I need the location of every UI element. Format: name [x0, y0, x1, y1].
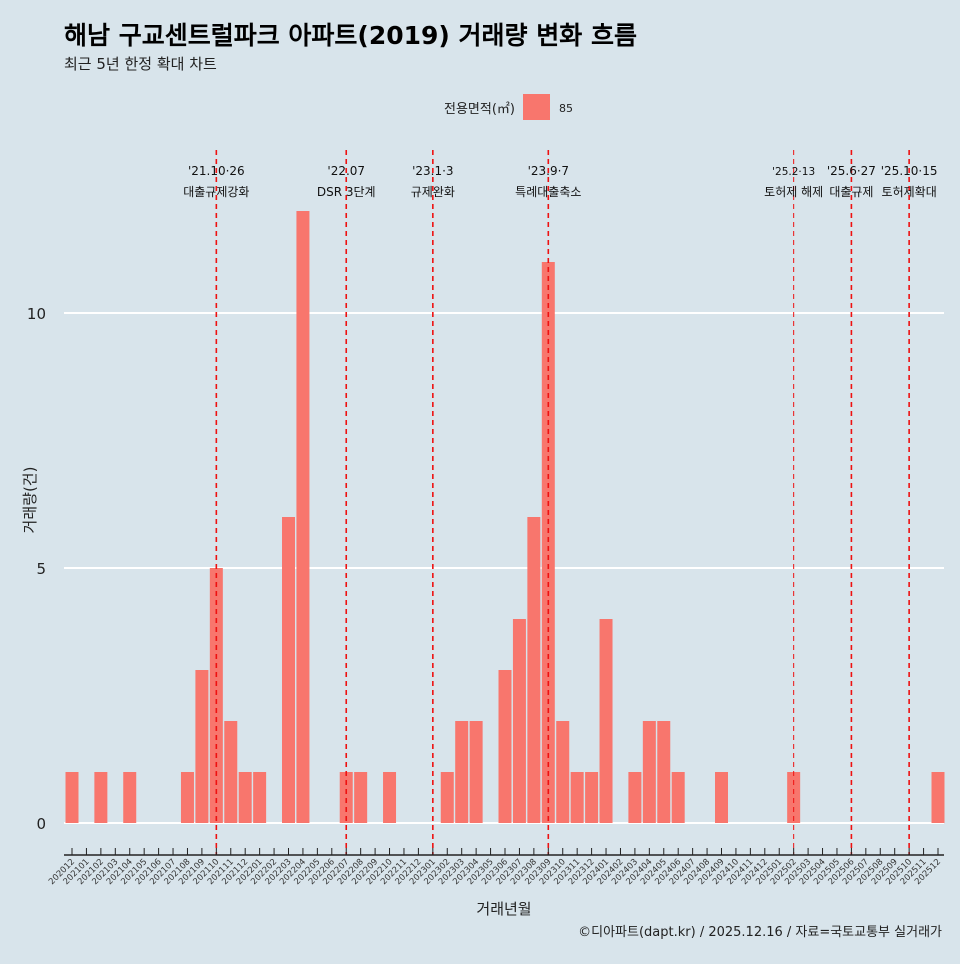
event-date: '23.9·7 — [528, 164, 569, 178]
event-label: 대출규제강화 — [183, 185, 249, 199]
chart-title: 해남 구교센트럴파크 아파트(2019) 거래량 변화 흐름 — [64, 21, 637, 50]
bar — [224, 721, 238, 823]
y-tick-label: 5 — [36, 560, 46, 578]
y-axis: 0 5 10 — [27, 305, 46, 833]
event-date: '25.6·27 — [827, 164, 876, 178]
bar — [354, 772, 368, 823]
event-label: 대출규제 — [829, 185, 873, 199]
bar — [585, 772, 599, 823]
y-tick-label: 0 — [36, 815, 46, 833]
bar — [123, 772, 137, 823]
event-label: 토허제 해제 — [764, 185, 823, 199]
event-label: 특례대출축소 — [515, 185, 581, 199]
bar — [195, 670, 209, 823]
bar — [94, 772, 108, 823]
legend-swatch — [523, 94, 550, 120]
bar — [282, 517, 295, 823]
bar — [599, 619, 613, 823]
bar — [715, 772, 728, 823]
bar — [440, 772, 454, 823]
bar — [931, 772, 945, 823]
legend-title: 전용면적(㎡) — [444, 102, 515, 117]
bar — [787, 772, 801, 823]
bar — [512, 619, 526, 823]
bar — [628, 772, 642, 823]
x-axis: 2020122021012021022021032021042021052021… — [47, 848, 944, 887]
x-axis-title: 거래년월 — [476, 900, 531, 918]
bar — [541, 262, 555, 823]
event-date: '25.10·15 — [881, 164, 938, 178]
bar — [657, 721, 671, 823]
bar — [238, 772, 252, 823]
bar — [570, 772, 584, 823]
bars — [65, 211, 945, 823]
event-date: '25.2·13 — [772, 166, 815, 178]
bar — [296, 211, 310, 823]
bar — [556, 721, 570, 823]
bar — [671, 772, 685, 823]
event-label: 토허제확대 — [882, 185, 937, 199]
bar — [339, 772, 353, 823]
bar — [469, 721, 483, 823]
caption: ©디아파트(dapt.kr) / 2025.12.16 / 자료=국토교통부 실… — [578, 925, 942, 940]
bar — [209, 568, 223, 823]
y-tick-label: 10 — [27, 305, 46, 323]
bar — [253, 772, 267, 823]
event-date: '23.1·3 — [412, 164, 453, 178]
bar — [642, 721, 656, 823]
bar — [65, 772, 79, 823]
event-date: '22.07 — [327, 164, 365, 178]
bar — [527, 517, 541, 823]
legend-entry: 85 — [559, 102, 573, 115]
event-label: 규제완화 — [411, 185, 455, 199]
y-axis-title: 거래량(건) — [21, 467, 39, 534]
legend: 전용면적(㎡) 85 — [444, 94, 573, 120]
bar — [498, 670, 512, 823]
event-date: '21.10·26 — [188, 164, 245, 178]
chart-subtitle: 최근 5년 한정 확대 차트 — [64, 55, 217, 73]
bar — [455, 721, 469, 823]
bar — [180, 772, 194, 823]
bar — [383, 772, 397, 823]
event-lines: '21.10·26 대출규제강화 '22.07 DSR 3단계 '23.1·3 규제완화 '… — [183, 150, 938, 855]
event-label: DSR 3단계 — [317, 185, 376, 199]
